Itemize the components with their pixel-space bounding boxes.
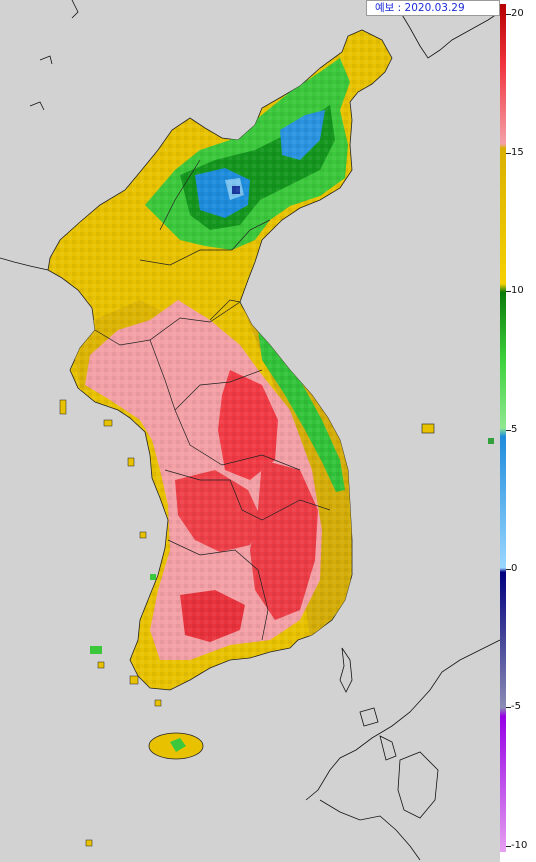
legend-tick-label: -10: [511, 840, 528, 851]
foreign-coastlines: [0, 0, 500, 861]
green-island: [90, 646, 102, 654]
legend-tick-label: 20: [511, 8, 524, 19]
legend-tick: [506, 707, 511, 709]
legend-tick-label: 5: [511, 424, 518, 435]
legend-tick-label: -5: [511, 701, 521, 713]
dokdo-island: [488, 438, 494, 444]
jeju-green-spot: [170, 738, 186, 752]
green-islet: [150, 574, 156, 580]
legend-tick: [506, 152, 511, 154]
ulleungdo-island: [421, 423, 435, 434]
legend-tick: [506, 14, 511, 15]
legend-tick: [506, 568, 511, 570]
temperature-map: 예보 : 2020.03.29: [0, 0, 500, 862]
forecast-date-label: 예보 : 2020.03.29: [366, 0, 500, 16]
legend-tick-label: 0: [511, 562, 518, 574]
color-legend: 20 15 10 5 0 -5 -10: [500, 0, 536, 862]
legend-tick-label: 10: [511, 285, 524, 297]
legend-tick: [506, 430, 511, 431]
korea-map-svg: [0, 0, 500, 861]
legend-color-bar: [500, 4, 506, 852]
legend-tick: [506, 846, 511, 847]
legend-tick-label: 15: [511, 146, 524, 158]
province-boundaries: [94, 159, 331, 641]
legend-tick: [506, 291, 511, 293]
western-islands: [59, 399, 162, 847]
